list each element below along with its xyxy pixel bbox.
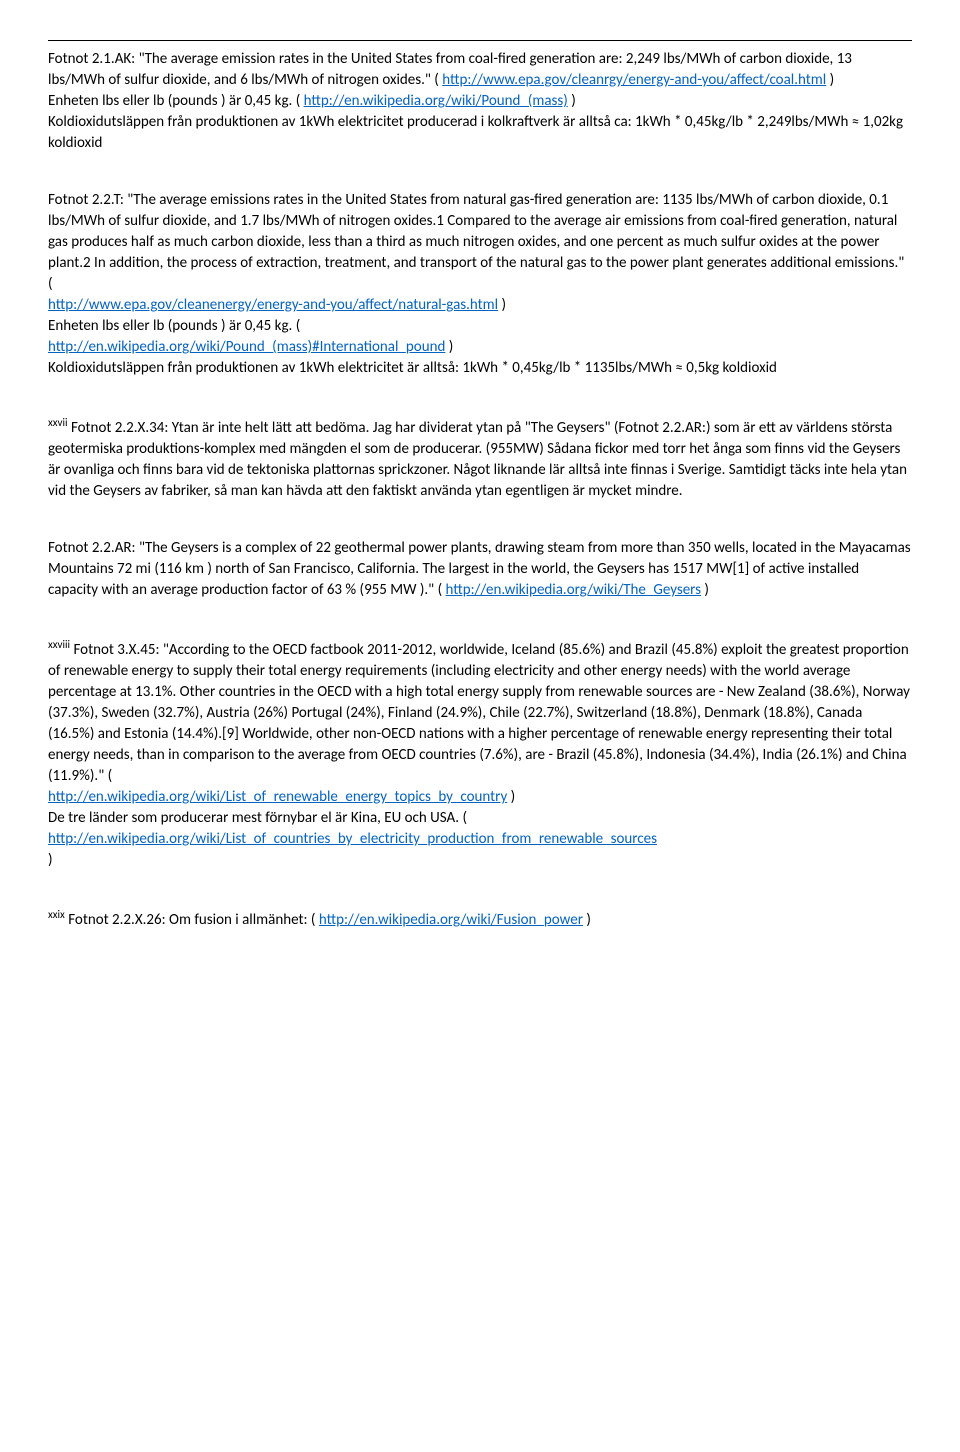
endnote-ref: xxviii: [48, 638, 70, 651]
close-paren: ): [701, 581, 709, 599]
footnote-quote: "The average emissions rates in the Unit…: [48, 191, 904, 293]
close-paren: ): [498, 296, 506, 314]
link-epa-coal[interactable]: http://www.epa.gov/cleanrgy/energy-and-y…: [442, 71, 826, 89]
footnote-label: Fotnot 2.2.X.26:: [65, 911, 166, 929]
close-paren: ): [568, 92, 576, 110]
endnote-ref: xxvii: [48, 416, 68, 429]
footnote-label: Fotnot 2.2.T:: [48, 191, 124, 209]
close-paren: ): [48, 851, 53, 869]
top-rule: [48, 40, 912, 41]
link-wikipedia-pound[interactable]: http://en.wikipedia.org/wiki/Pound_(mass…: [304, 92, 568, 110]
calculation-text: Koldioxidutsläppen från produktionen av …: [48, 113, 903, 152]
link-wikipedia-renewable-countries[interactable]: http://en.wikipedia.org/wiki/List_of_cou…: [48, 830, 657, 848]
footnote-3-x-45: xxviii Fotnot 3.X.45: "According to the …: [48, 637, 912, 871]
unit-note: Enheten lbs eller lb (pounds ) är 0,45 k…: [48, 92, 304, 110]
link-epa-natural-gas[interactable]: http://www.epa.gov/cleanenergy/energy-an…: [48, 296, 498, 314]
link-wikipedia-geysers[interactable]: http://en.wikipedia.org/wiki/The_Geysers: [446, 581, 701, 599]
close-paren: ): [507, 788, 515, 806]
close-paren: ): [445, 338, 453, 356]
link-wikipedia-pound-intl[interactable]: http://en.wikipedia.org/wiki/Pound_(mass…: [48, 338, 445, 356]
link-wikipedia-renewable-topics[interactable]: http://en.wikipedia.org/wiki/List_of_ren…: [48, 788, 507, 806]
footnote-label: Fotnot 2.2.AR:: [48, 539, 136, 557]
footnote-2-1-ak: Fotnot 2.1.AK: "The average emission rat…: [48, 49, 912, 154]
footnote-label: Fotnot 3.X.45:: [70, 641, 159, 659]
footnote-2-2-x-34: xxvii Fotnot 2.2.X.34: Ytan är inte helt…: [48, 415, 912, 502]
footnote-text: Om fusion i allmänhet: (: [166, 911, 319, 929]
footnote-label: Fotnot 2.2.X.34:: [68, 419, 169, 437]
close-paren: ): [583, 911, 591, 929]
footnote-label: Fotnot 2.1.AK:: [48, 50, 135, 68]
close-paren: ): [826, 71, 834, 89]
footnote-text: "According to the OECD factbook 2011-201…: [48, 641, 910, 785]
unit-note: Enheten lbs eller lb (pounds ) är 0,45 k…: [48, 317, 300, 335]
endnote-ref: xxix: [48, 908, 65, 921]
footnote-2-2-t: Fotnot 2.2.T: "The average emissions rat…: [48, 190, 912, 379]
footnote-text: De tre länder som producerar mest förnyb…: [48, 809, 467, 827]
footnote-2-2-ar: Fotnot 2.2.AR: "The Geysers is a complex…: [48, 538, 912, 601]
footnote-text: Ytan är inte helt lätt att bedöma. Jag h…: [48, 419, 907, 500]
calculation-text: Koldioxidutsläppen från produktionen av …: [48, 359, 777, 377]
link-wikipedia-fusion[interactable]: http://en.wikipedia.org/wiki/Fusion_powe…: [319, 911, 583, 929]
footnote-2-2-x-26: xxix Fotnot 2.2.X.26: Om fusion i allmän…: [48, 907, 912, 931]
